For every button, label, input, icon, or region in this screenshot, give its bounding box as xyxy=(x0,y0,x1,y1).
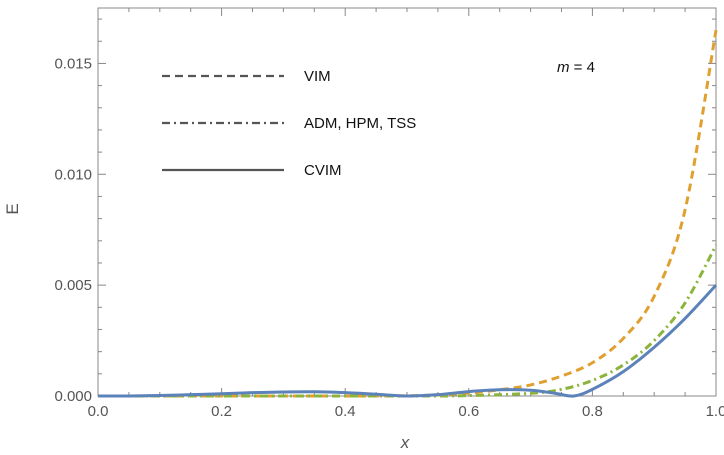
y-tick-label: 0.010 xyxy=(54,166,92,183)
legend-label: ADM, HPM, TSS xyxy=(304,115,416,132)
annotation-value: = 4 xyxy=(570,59,595,76)
y-axis: 0.000 0.005 0.010 0.015 xyxy=(54,18,716,405)
x-tick-label: 1.0 xyxy=(706,403,724,420)
legend-label: VIM xyxy=(304,68,331,85)
y-tick-label: 0.015 xyxy=(54,55,92,72)
annotation-var: m xyxy=(557,59,570,76)
x-tick-label: 0.4 xyxy=(335,403,356,420)
y-axis-title: E xyxy=(3,203,22,214)
x-axis-title: x xyxy=(400,433,410,452)
legend-label: CVIM xyxy=(304,162,342,179)
x-tick-label: 0.2 xyxy=(211,403,232,420)
y-tick-label: 0.005 xyxy=(54,277,92,294)
x-tick-label: 0.6 xyxy=(458,403,479,420)
series-line-cvim xyxy=(97,284,718,398)
x-axis: 0.0 0.2 0.4 0.6 0.8 1.0 xyxy=(88,8,724,420)
legend: VIM ADM, HPM, TSS CVIM xyxy=(162,68,416,179)
x-tick-label: 0.8 xyxy=(582,403,603,420)
annotation-m: m = 4 xyxy=(557,59,595,76)
series-layer xyxy=(97,29,718,398)
x-tick-label: 0.0 xyxy=(88,403,109,420)
y-tick-label: 0.000 xyxy=(54,388,92,405)
